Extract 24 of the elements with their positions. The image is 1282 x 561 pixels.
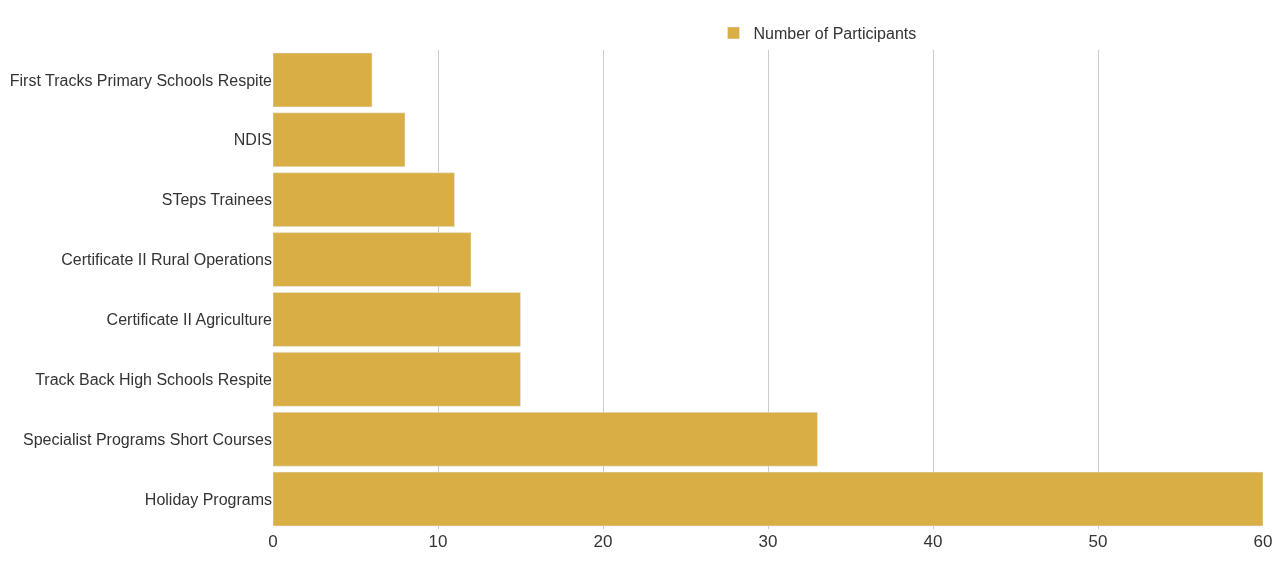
- y-tick-label: Track Back High Schools Respite: [35, 370, 273, 388]
- y-tick-label: STeps Trainees: [161, 191, 272, 209]
- y-tick-label: Certificate II Agriculture: [106, 311, 273, 329]
- bar: [273, 52, 373, 108]
- bar: [273, 232, 472, 287]
- bar: [273, 471, 1263, 527]
- bar: [273, 292, 521, 347]
- x-tick-label: 0: [268, 532, 278, 551]
- y-tick-label: NDIS: [233, 131, 272, 149]
- x-tick-label: 30: [758, 532, 778, 551]
- y-tick-label: Certificate II Rural Operations: [61, 251, 272, 269]
- bar: [273, 172, 455, 227]
- x-tick-label: 40: [923, 532, 943, 551]
- bar: [273, 352, 521, 407]
- y-tick-label: Holiday Programs: [144, 490, 272, 508]
- y-tick-label: First Tracks Primary Schools Respite: [9, 71, 273, 89]
- bar: [273, 411, 818, 467]
- x-tick-label: 20: [593, 532, 613, 551]
- y-tick-label: Specialist Programs Short Courses: [23, 430, 272, 448]
- legend-label: Number of Participants: [753, 25, 917, 43]
- x-tick-label: 60: [1253, 532, 1273, 551]
- x-tick-label: 10: [428, 532, 448, 551]
- bar: [273, 112, 406, 168]
- x-tick-label: 50: [1088, 532, 1108, 551]
